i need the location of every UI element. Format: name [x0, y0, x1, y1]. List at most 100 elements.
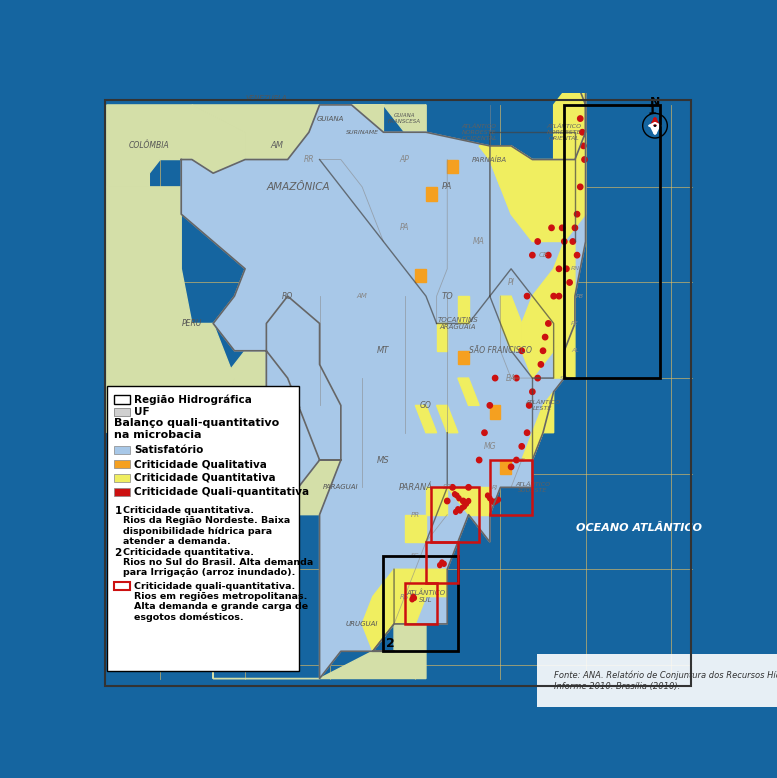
Text: RN: RN	[570, 266, 580, 272]
Polygon shape	[362, 569, 394, 651]
Polygon shape	[581, 143, 586, 149]
Polygon shape	[192, 105, 426, 159]
Text: RS: RS	[400, 594, 409, 600]
Polygon shape	[411, 594, 416, 599]
Polygon shape	[556, 266, 562, 272]
Text: OCEANO ATLÂNTICO: OCEANO ATLÂNTICO	[576, 524, 702, 534]
Polygon shape	[298, 460, 373, 515]
Text: Criticidade Quantitativa: Criticidade Quantitativa	[134, 473, 276, 483]
Polygon shape	[448, 487, 490, 515]
Text: SÃO FRANCISCO: SÃO FRANCISCO	[469, 346, 532, 356]
Text: ATLÂNTICO
SUDESTE: ATLÂNTICO SUDESTE	[515, 482, 550, 492]
Polygon shape	[458, 508, 462, 513]
Polygon shape	[181, 78, 586, 678]
Text: AP: AP	[399, 155, 409, 164]
Bar	[431, 487, 479, 542]
Polygon shape	[455, 493, 459, 498]
Text: Fonte: ANA. Relatório de Conjuntura dos Recursos Hídricos no Brasil –
Informe 20: Fonte: ANA. Relatório de Conjuntura dos …	[554, 671, 777, 691]
Polygon shape	[535, 375, 540, 380]
Text: BOLÍVIA: BOLÍVIA	[274, 402, 301, 408]
Text: PI: PI	[507, 278, 514, 287]
Polygon shape	[383, 105, 426, 132]
Polygon shape	[456, 506, 460, 512]
Text: ES: ES	[517, 457, 526, 463]
Text: MG: MG	[483, 442, 496, 451]
Text: AM: AM	[270, 142, 284, 150]
Text: ATLÂNTICO
LESTE: ATLÂNTICO LESTE	[525, 400, 560, 411]
Polygon shape	[410, 597, 414, 602]
Text: Criticidade Quali-quantitativa: Criticidade Quali-quantitativa	[134, 487, 309, 497]
Text: TO: TO	[441, 292, 453, 300]
Text: UF: UF	[134, 407, 150, 417]
Polygon shape	[530, 252, 535, 258]
Text: MA: MA	[473, 237, 485, 246]
Polygon shape	[448, 159, 458, 173]
Bar	[114, 408, 130, 416]
Text: ATLÂNTICO
SUL: ATLÂNTICO SUL	[406, 590, 445, 604]
Text: PARAGUAI: PARAGUAI	[323, 485, 359, 490]
Polygon shape	[582, 157, 587, 163]
Polygon shape	[213, 296, 341, 487]
Bar	[114, 474, 130, 482]
Text: GUIANA: GUIANA	[316, 116, 344, 121]
Polygon shape	[549, 225, 554, 230]
Text: PE: PE	[571, 321, 579, 326]
Text: N: N	[650, 96, 660, 109]
Polygon shape	[437, 324, 448, 351]
Text: SE: SE	[560, 376, 568, 380]
Text: RR: RR	[304, 155, 314, 164]
Bar	[490, 460, 532, 515]
Polygon shape	[442, 562, 446, 566]
Bar	[114, 460, 130, 468]
Text: BA: BA	[506, 373, 517, 383]
Text: RO: RO	[282, 292, 293, 300]
Text: Região Hidrográfica: Região Hidrográfica	[134, 394, 253, 405]
Polygon shape	[437, 562, 442, 568]
Polygon shape	[416, 269, 426, 282]
Text: ATLÂNTICO
NORDESTE
OCIDENTAL: ATLÂNTICO NORDESTE OCIDENTAL	[462, 124, 497, 141]
Polygon shape	[426, 487, 448, 515]
Text: VENEZUELA: VENEZUELA	[246, 95, 287, 101]
Polygon shape	[458, 378, 479, 405]
Polygon shape	[500, 296, 521, 351]
Polygon shape	[497, 497, 500, 502]
Text: ARGENTINA: ARGENTINA	[244, 619, 289, 629]
Text: 2: 2	[114, 548, 122, 558]
Bar	[383, 555, 458, 651]
Polygon shape	[570, 239, 576, 244]
Polygon shape	[319, 105, 351, 159]
Polygon shape	[530, 389, 535, 394]
Polygon shape	[573, 225, 577, 230]
Text: PR: PR	[411, 512, 420, 517]
Polygon shape	[519, 348, 524, 353]
Polygon shape	[535, 239, 540, 244]
Text: MT: MT	[377, 346, 389, 356]
Polygon shape	[577, 116, 583, 121]
Text: Criticidade Qualitativa: Criticidade Qualitativa	[134, 459, 267, 469]
Bar	[114, 581, 130, 590]
Text: 1: 1	[647, 104, 657, 117]
Polygon shape	[554, 324, 575, 378]
Polygon shape	[524, 293, 530, 299]
Polygon shape	[416, 405, 437, 433]
Text: PERU: PERU	[182, 319, 202, 328]
Polygon shape	[461, 498, 466, 503]
Polygon shape	[538, 362, 544, 367]
Polygon shape	[514, 457, 519, 463]
Polygon shape	[452, 492, 457, 496]
Polygon shape	[508, 464, 514, 470]
Polygon shape	[457, 496, 461, 501]
Text: ATLÂNTICO
NORDESTE
ORIENTAL: ATLÂNTICO NORDESTE ORIENTAL	[547, 124, 582, 141]
Polygon shape	[574, 252, 580, 258]
Polygon shape	[479, 146, 511, 187]
Polygon shape	[440, 560, 444, 565]
Text: CE: CE	[538, 252, 548, 258]
Polygon shape	[458, 351, 469, 364]
Polygon shape	[540, 348, 545, 353]
Polygon shape	[351, 105, 383, 159]
Bar	[114, 395, 130, 404]
Polygon shape	[559, 225, 565, 230]
Text: Satisfatório: Satisfatório	[134, 445, 204, 455]
Polygon shape	[545, 252, 551, 258]
Polygon shape	[524, 430, 530, 436]
